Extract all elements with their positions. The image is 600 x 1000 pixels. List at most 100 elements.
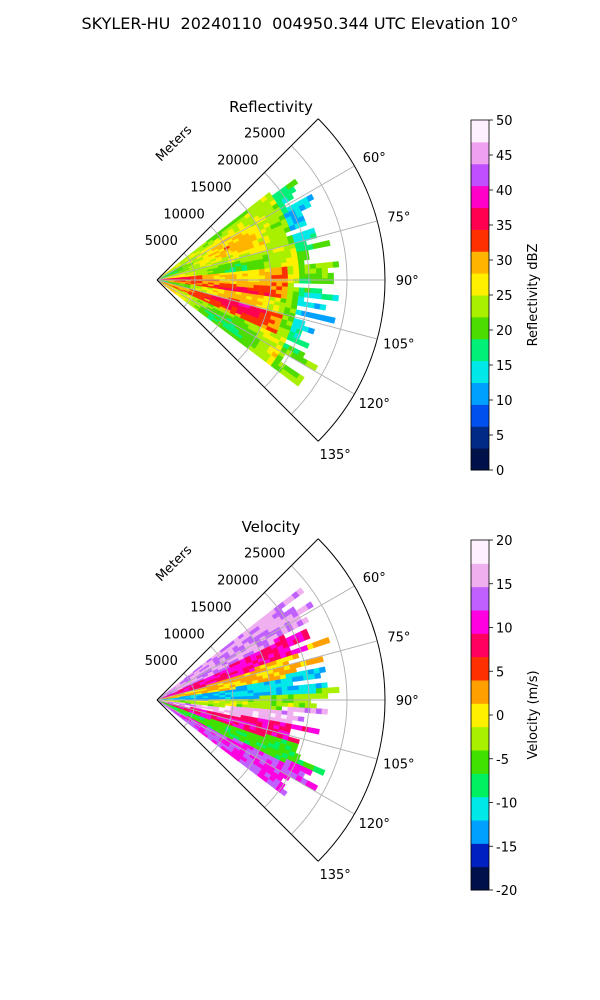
azimuth-tick-label: 90° (396, 274, 419, 289)
colorbar-tick-label: 50 (496, 114, 513, 129)
radar-cell (282, 278, 289, 284)
radar-cell (327, 278, 334, 285)
radar-cell (321, 272, 329, 279)
radar-cell (276, 706, 283, 711)
radar-cell (308, 673, 316, 680)
radar-cell (208, 277, 215, 280)
radar-cell (291, 676, 299, 683)
azimuth-tick-label: 135° (319, 868, 350, 883)
radar-cell (317, 767, 326, 776)
radar-cell (253, 701, 260, 706)
radar-cell (287, 690, 294, 695)
colorbar-segment (471, 586, 489, 611)
radar-cell (247, 695, 255, 700)
azimuth-tick-label: 120° (359, 817, 390, 832)
radial-tick-label: 5000 (145, 234, 178, 249)
radial-tick-label: 20000 (217, 154, 258, 169)
radar-cell (314, 672, 322, 679)
radar-cell (298, 689, 306, 695)
radar-cell (327, 272, 334, 279)
radar-cell (306, 193, 315, 202)
radar-cell (315, 268, 323, 274)
radar-cell (293, 707, 300, 713)
radar-cell (310, 688, 317, 695)
radial-tick-label: 10000 (163, 207, 204, 222)
colorbar-tick-label: 10 (496, 394, 513, 409)
azimuth-spoke (156, 640, 378, 701)
radar-cell (309, 292, 317, 299)
radar-cell (230, 274, 237, 278)
radar-cell (328, 316, 336, 324)
radar-cell (332, 261, 340, 268)
radar-cell (270, 282, 277, 287)
radar-cell (287, 698, 294, 704)
velocity-colorbar: -20 -15 -10 -5 0 5 10 15 20 (470, 534, 517, 899)
radar-cell (304, 278, 312, 284)
colorbar-tick-label: 20 (496, 324, 513, 339)
radar-cell (276, 702, 283, 707)
radar-cell (213, 277, 220, 280)
colorbar-tick-label: 30 (496, 254, 513, 269)
radar-cell (297, 675, 305, 682)
radar-cell (293, 698, 300, 704)
radar-cell (265, 275, 272, 280)
colorbar-segment (471, 229, 489, 252)
radar-cell (276, 286, 283, 291)
radar-cell (276, 270, 283, 276)
colorbar-segment (471, 338, 489, 362)
radar-cell (259, 282, 266, 287)
velocity-colorbar-label: Velocity (m/s) (526, 670, 541, 759)
azimuth-spoke (156, 279, 378, 340)
radial-tick-label: 20000 (217, 574, 258, 589)
radar-cell (293, 274, 300, 280)
radar-cell (258, 268, 266, 273)
colorbar-segment (471, 404, 489, 427)
radar-cell (320, 293, 328, 301)
radar-cell (292, 260, 299, 267)
velocity-radial-label: Meters (153, 543, 195, 585)
radar-cell (327, 687, 334, 694)
radar-cell (304, 684, 311, 690)
radar-cell (270, 695, 277, 700)
colorbar-tick-label: 40 (496, 184, 513, 199)
azimuth-spoke (156, 165, 355, 281)
colorbar-segment (471, 866, 489, 891)
radar-cell (259, 692, 266, 697)
radar-cell (276, 694, 283, 700)
radar-cell (310, 268, 317, 275)
radar-cell (270, 698, 277, 703)
radial-tick-label: 15000 (190, 180, 231, 195)
radar-cell (225, 696, 232, 700)
radar-cell (321, 262, 328, 269)
colorbar-segment (471, 773, 489, 798)
radar-cell (299, 278, 306, 284)
radial-tick-label: 25000 (244, 127, 285, 142)
radar-cell (299, 693, 306, 699)
radar-cell (247, 272, 255, 277)
radar-cell (299, 220, 308, 228)
azimuth-tick-label: 75° (387, 210, 410, 225)
colorbar-tick-label: 15 (496, 359, 513, 374)
colorbar-segment (471, 163, 489, 187)
radar-cell (219, 697, 226, 700)
colorbar-tick-label: 5 (496, 665, 504, 680)
colorbar-segment (471, 382, 489, 405)
radar-cell (286, 193, 295, 202)
radar-cell (286, 681, 294, 687)
radar-cell (301, 341, 310, 349)
colorbar-tick-label: 35 (496, 219, 513, 234)
radar-cell (288, 186, 297, 195)
colorbar-segment (471, 633, 489, 658)
radar-cell (247, 701, 255, 706)
radar-cell (315, 288, 323, 295)
radar-cell (242, 276, 249, 280)
radar-cell (316, 278, 323, 284)
radar-cell (298, 260, 305, 266)
radar-cell (276, 282, 283, 287)
radar-cell (302, 674, 310, 681)
radar-cell (292, 265, 300, 271)
radar-cell (276, 698, 283, 704)
radar-cell (287, 694, 294, 700)
sector-edge (156, 538, 319, 701)
colorbar-segment (471, 656, 489, 681)
